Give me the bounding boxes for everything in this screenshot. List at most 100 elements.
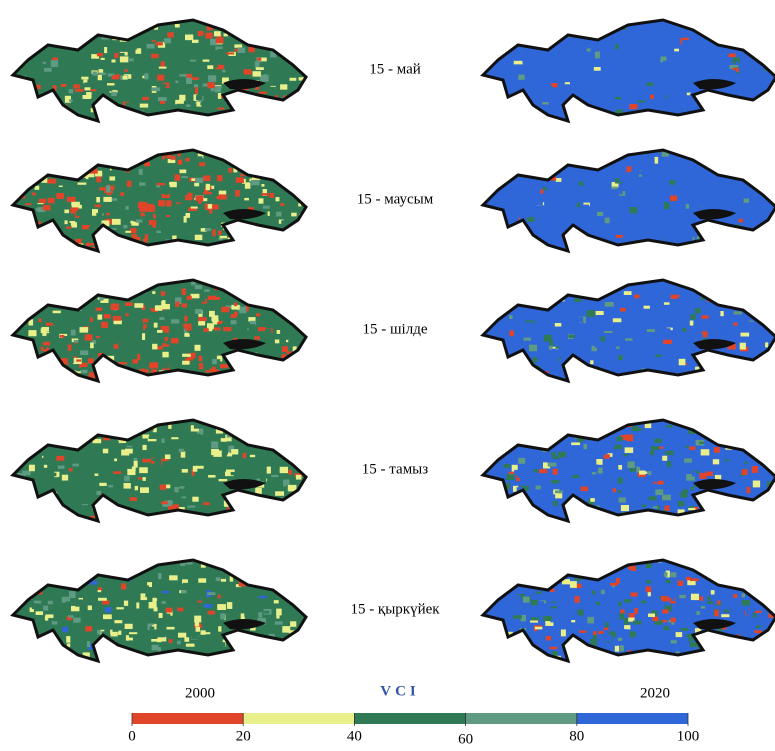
map-pixel	[303, 496, 311, 498]
map-pixel	[229, 656, 237, 660]
map-pixel	[517, 246, 526, 251]
map-pixel	[247, 642, 250, 648]
map-pixel	[231, 279, 236, 282]
map-pixel	[138, 189, 145, 193]
map-pixel	[743, 246, 748, 253]
map-pixel	[581, 368, 590, 372]
map-pixel	[162, 155, 165, 159]
map-pixel	[301, 441, 305, 446]
map-pixel	[572, 244, 579, 250]
map-pixel	[138, 561, 142, 566]
map-pixel	[495, 29, 498, 33]
map-pixel	[693, 149, 697, 151]
map-pixel	[657, 318, 662, 325]
map-pixel	[195, 345, 201, 351]
map-pixel	[561, 630, 566, 637]
map-pixel	[520, 161, 526, 165]
map-pixel	[695, 520, 699, 527]
map-pixel	[45, 297, 52, 302]
map-pixel	[486, 372, 490, 376]
map-pixel	[521, 208, 528, 212]
map	[8, 555, 316, 671]
map-pixel	[297, 172, 301, 174]
map-pixel	[489, 494, 497, 501]
map-pixel	[38, 422, 45, 427]
map-pixel	[631, 331, 638, 337]
map-pixel	[482, 654, 486, 661]
map-pixel	[745, 231, 748, 238]
map-pixel	[604, 113, 610, 119]
map-pixel	[552, 435, 560, 438]
map-pixel	[654, 439, 662, 443]
map-pixel	[563, 609, 567, 612]
map-pixel	[129, 289, 137, 295]
map-pixel	[753, 20, 758, 25]
map-pixel	[217, 359, 220, 362]
map-pixel	[523, 597, 530, 603]
map-pixel	[178, 449, 184, 452]
map-pixel	[503, 374, 512, 378]
map-pixel	[618, 490, 621, 493]
map-pixel	[198, 321, 205, 325]
map-pixel	[195, 285, 202, 289]
map-pixel	[247, 295, 253, 300]
map-pixel	[579, 236, 583, 242]
map-pixel	[304, 431, 308, 436]
map-pixel	[162, 601, 166, 604]
map-pixel	[55, 114, 63, 117]
map	[478, 415, 775, 528]
map-pixel	[624, 599, 631, 602]
map-pixel	[746, 322, 754, 328]
map-pixel	[220, 588, 223, 591]
map-pixel	[549, 647, 557, 650]
map-pixel	[216, 114, 221, 118]
map-pixel	[49, 28, 54, 30]
map-pixel	[693, 416, 698, 420]
map-pixel	[486, 656, 492, 661]
map-pixel	[116, 490, 124, 493]
map-pixel	[736, 98, 741, 104]
map-pixel	[184, 316, 187, 322]
map-pixel	[615, 97, 622, 99]
map-pixel	[107, 457, 114, 461]
map-pixel	[20, 310, 29, 312]
map-pixel	[685, 88, 692, 92]
map-pixel	[172, 220, 178, 222]
map-pixel	[531, 514, 538, 519]
map-pixel	[69, 99, 72, 102]
map-pixel	[480, 443, 487, 449]
map-pixel	[521, 430, 525, 434]
map-pixel	[532, 293, 541, 299]
map-pixel	[20, 241, 24, 245]
map-pixel	[282, 39, 286, 45]
map-pixel	[573, 487, 577, 491]
map-pixel	[765, 342, 768, 347]
map-pixel	[260, 348, 265, 352]
map-pixel	[199, 163, 205, 167]
map-pixel	[739, 167, 743, 170]
map-pixel	[101, 504, 105, 510]
map-pixel	[496, 287, 502, 292]
map-pixel	[530, 383, 538, 389]
map-pixel	[203, 662, 208, 667]
map-pixel	[760, 102, 767, 107]
map	[8, 415, 315, 531]
map-pixel	[45, 660, 53, 662]
map-pixel	[54, 572, 59, 576]
map-pixel	[271, 576, 279, 578]
map-pixel	[85, 334, 93, 340]
map-pixel	[716, 327, 723, 330]
map-pixel	[519, 190, 522, 193]
map-pixel	[139, 206, 148, 212]
map-pixel	[48, 515, 56, 521]
map-pixel	[743, 234, 750, 240]
map-pixel	[17, 254, 23, 260]
map-pixel	[220, 123, 228, 128]
map-pixel	[113, 605, 117, 607]
map-pixel	[58, 661, 61, 665]
map-pixel	[662, 456, 667, 461]
map-pixel	[149, 495, 154, 497]
map-pixel	[240, 380, 243, 385]
map-pixel	[15, 355, 19, 361]
map-pixel	[593, 465, 598, 470]
